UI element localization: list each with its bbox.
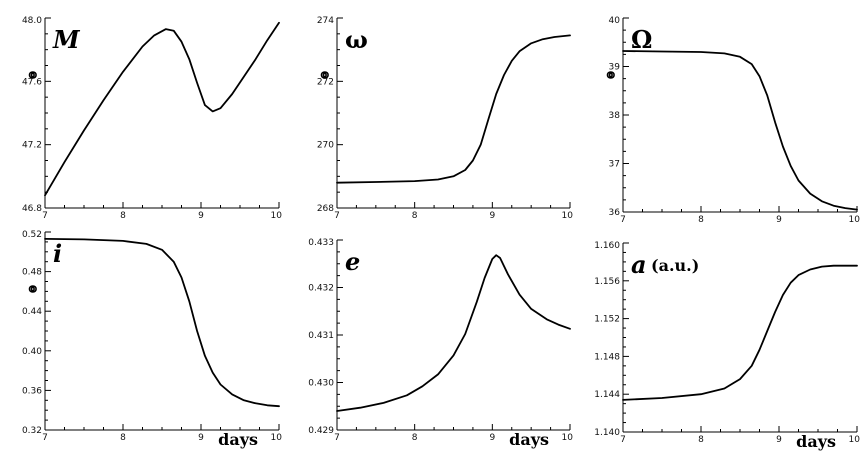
panel-title-unit: (a.u.) xyxy=(651,256,699,275)
panel-title: i xyxy=(53,239,62,268)
y-tick-label: 268 xyxy=(317,204,334,214)
y-tick-label: 0.40 xyxy=(22,347,42,357)
y-tick-label: 270 xyxy=(317,141,334,151)
series-line xyxy=(336,34,571,184)
y-tick-label: 1.160 xyxy=(594,241,620,251)
x-tick-label: 9 xyxy=(489,211,495,221)
y-tick-label: 38 xyxy=(609,111,621,121)
panel-title: Ω xyxy=(631,25,652,54)
panel-title: ω xyxy=(345,25,368,54)
y-tick-label: 1.156 xyxy=(594,277,620,287)
y-tick-label: 0.430 xyxy=(308,379,334,389)
y-tick-label: 0.431 xyxy=(308,331,334,341)
y-tick-label: 36 xyxy=(609,208,621,218)
x-tick-label: 7 xyxy=(42,211,48,221)
x-axis-label: days xyxy=(218,430,258,449)
y-tick-label: 1.144 xyxy=(594,390,620,400)
panel-title: e xyxy=(345,247,360,276)
x-tick-label: 10 xyxy=(849,215,861,225)
x-tick-label: 9 xyxy=(776,215,782,225)
x-tick-label: 9 xyxy=(198,211,204,221)
x-tick-label: 8 xyxy=(120,433,126,443)
x-tick-label: 10 xyxy=(271,433,283,443)
series-line xyxy=(336,254,571,412)
x-tick-label: 7 xyxy=(334,433,340,443)
y-tick-label: 0.32 xyxy=(22,426,42,436)
y-tick-label: 48.0 xyxy=(22,16,42,26)
y-tick-label: 272 xyxy=(317,77,334,87)
y-tick-label: 0.44 xyxy=(22,307,42,317)
x-tick-label: 10 xyxy=(562,211,574,221)
y-tick-label: 40 xyxy=(609,16,621,26)
x-tick-label: 9 xyxy=(198,433,204,443)
y-tick-label: 47.6 xyxy=(22,77,42,87)
y-tick-label: 0.52 xyxy=(22,230,42,240)
x-tick-label: 9 xyxy=(776,435,782,445)
x-tick-label: 8 xyxy=(698,435,704,445)
x-tick-label: 10 xyxy=(271,211,283,221)
x-tick-label: 9 xyxy=(489,433,495,443)
y-tick-label: 37 xyxy=(609,160,620,170)
chart-panel-4: 7 8 9 10 0.32 0.36 0.40 0.44 0.48 0.52 i o days xyxy=(22,230,282,449)
y-tick-label: 0.36 xyxy=(22,386,42,396)
unit-degree-symbol: o xyxy=(29,282,37,295)
unit-degree-symbol: o xyxy=(607,68,615,81)
x-tick-label: 7 xyxy=(334,211,340,221)
y-tick-label: 0.433 xyxy=(308,238,334,248)
unit-degree-symbol: o xyxy=(29,68,37,81)
x-tick-label: 8 xyxy=(412,433,418,443)
y-tick-label: 39 xyxy=(609,63,621,73)
chart-panel-1: 7 8 9 10 46.8 47.2 47.6 48.0 Mo xyxy=(22,16,282,221)
x-tick-label: 7 xyxy=(620,435,626,445)
y-tick-label: 274 xyxy=(317,16,334,26)
x-tick-label: 8 xyxy=(698,215,704,225)
panel-title: a xyxy=(631,250,647,279)
chart-panel-2: 7 8 9 10 268 270 272 274 ω o xyxy=(317,16,573,221)
unit-degree-symbol: o xyxy=(321,68,329,81)
series-line xyxy=(622,264,858,401)
x-tick-label: 8 xyxy=(120,211,126,221)
series-line xyxy=(44,21,280,197)
x-tick-label: 8 xyxy=(412,211,418,221)
series-line xyxy=(44,238,280,408)
y-tick-label: 1.140 xyxy=(594,428,620,438)
panel-title: M xyxy=(52,25,81,54)
x-axis-label: days xyxy=(796,432,836,451)
y-tick-label: 1.148 xyxy=(594,352,620,362)
x-axis-label: days xyxy=(509,430,549,449)
chart-panel-6: 7 8 9 10 1.140 1.144 1.148 1.152 1.156 1.160 a (a.u… xyxy=(594,241,860,451)
y-tick-label: 47.2 xyxy=(22,141,42,151)
y-tick-label: 0.432 xyxy=(308,284,334,294)
chart-panel-5: 7 8 9 10 0.429 0.430 0.431 0.432 0.433 e days xyxy=(308,238,573,449)
series-line xyxy=(622,50,858,211)
x-tick-label: 10 xyxy=(849,435,861,445)
y-tick-label: 1.152 xyxy=(594,315,620,325)
y-tick-label: 46.8 xyxy=(22,204,42,214)
x-tick-label: 7 xyxy=(620,215,626,225)
chart-panel-3: 7 8 9 10 36 37 38 39 40 Ωo xyxy=(606,16,861,225)
x-tick-label: 7 xyxy=(42,433,48,443)
y-tick-label: 0.48 xyxy=(22,268,42,278)
y-tick-label: 0.429 xyxy=(308,426,334,436)
x-tick-label: 10 xyxy=(562,433,574,443)
